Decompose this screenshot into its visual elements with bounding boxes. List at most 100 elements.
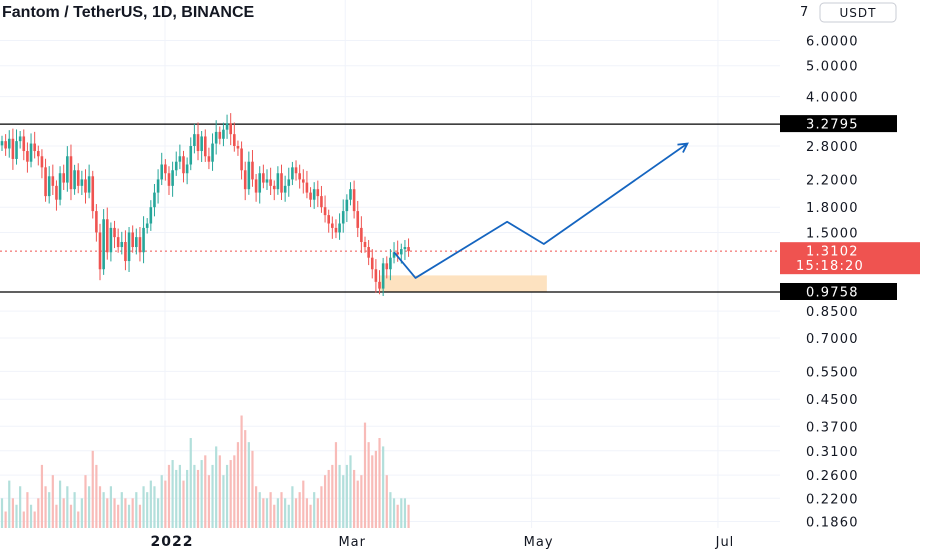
top-axis-value: 7 bbox=[800, 5, 809, 20]
candle-body bbox=[0, 141, 4, 146]
candle-body bbox=[55, 185, 58, 200]
volume-bar bbox=[48, 492, 51, 528]
candle-body bbox=[51, 176, 55, 186]
price-tick-label: 0.3100 bbox=[806, 445, 859, 460]
candle-body bbox=[116, 237, 120, 248]
candle-body bbox=[360, 227, 363, 242]
candle-body bbox=[396, 252, 399, 255]
volume-bar bbox=[73, 492, 76, 528]
price-tick-label: 0.2600 bbox=[806, 469, 859, 484]
volume-bar bbox=[120, 492, 123, 528]
candle-body bbox=[367, 247, 370, 258]
volume-bar bbox=[385, 475, 388, 528]
volume-bar bbox=[175, 469, 178, 528]
volume-bar bbox=[200, 460, 203, 528]
volume-bar bbox=[400, 498, 403, 528]
volume-bar bbox=[91, 450, 94, 528]
price-tick-label: 0.7000 bbox=[806, 332, 859, 347]
price-tick-label: 6.0000 bbox=[806, 34, 859, 49]
volume-bar bbox=[218, 455, 221, 528]
volume-bar bbox=[4, 511, 7, 528]
volume-bar bbox=[189, 438, 192, 528]
level-price-tag bbox=[780, 115, 897, 133]
volume-bar bbox=[33, 511, 36, 528]
volume-bar bbox=[240, 415, 243, 528]
candle-body bbox=[312, 189, 316, 200]
candle-body bbox=[363, 242, 367, 248]
volume-bar bbox=[58, 480, 62, 528]
candle-body bbox=[69, 156, 73, 190]
candle-body bbox=[240, 148, 243, 171]
volume-bar bbox=[124, 498, 127, 528]
candle-body bbox=[109, 227, 113, 253]
candle-body bbox=[95, 211, 98, 233]
candle-body bbox=[305, 182, 309, 193]
volume-bar bbox=[236, 442, 240, 528]
grid bbox=[0, 0, 780, 528]
volume-bar bbox=[204, 455, 207, 528]
volume-bar bbox=[69, 504, 73, 528]
candle-body bbox=[345, 199, 349, 212]
candle-body bbox=[131, 232, 134, 248]
candle-body bbox=[258, 173, 262, 193]
candle-body bbox=[102, 219, 105, 270]
level-price-tag-text: 0.9758 bbox=[806, 285, 859, 300]
price-tick-label: 2.8000 bbox=[806, 140, 859, 155]
candle-body bbox=[200, 136, 203, 152]
volume-bar bbox=[51, 475, 54, 528]
candle-body bbox=[105, 219, 109, 253]
volume-bar bbox=[26, 492, 29, 528]
volume-bar bbox=[77, 511, 80, 528]
candle-body bbox=[356, 211, 360, 228]
candle-body bbox=[218, 131, 222, 139]
volume-bar bbox=[11, 498, 14, 528]
volume-bar bbox=[156, 498, 160, 528]
volume-bar bbox=[113, 498, 116, 528]
volume-bar bbox=[378, 438, 381, 528]
volume-bar bbox=[396, 504, 399, 528]
candle-body bbox=[164, 164, 167, 174]
candle-body bbox=[178, 156, 182, 162]
candle-body bbox=[233, 134, 236, 146]
volume-bar bbox=[138, 504, 142, 528]
volume-bar bbox=[349, 455, 352, 528]
last-price-text: 1.3102 bbox=[806, 245, 859, 260]
demand-zone bbox=[378, 275, 547, 292]
candle-body bbox=[171, 170, 174, 186]
price-tick-label: 1.5000 bbox=[806, 226, 859, 241]
candle-body bbox=[262, 173, 265, 183]
candle-body bbox=[44, 167, 47, 197]
volume-bar bbox=[407, 504, 410, 528]
candle-body bbox=[98, 232, 102, 270]
candle-body bbox=[26, 151, 29, 162]
volume-bar bbox=[178, 464, 181, 528]
candle-body bbox=[291, 167, 294, 180]
candle-body bbox=[182, 156, 185, 174]
candle-body bbox=[149, 207, 153, 224]
candle-body bbox=[73, 170, 76, 190]
candle-body bbox=[407, 247, 410, 252]
demand-zone-layer bbox=[378, 275, 547, 292]
candle-body bbox=[189, 146, 193, 165]
volume-bar bbox=[0, 498, 4, 528]
volume-bar bbox=[374, 450, 377, 528]
candle-body bbox=[84, 179, 87, 193]
candle-body bbox=[174, 161, 178, 171]
candle-body bbox=[203, 136, 207, 157]
candle-body bbox=[29, 143, 33, 162]
price-tick-label: 1.8000 bbox=[806, 201, 859, 216]
candle-body bbox=[334, 227, 338, 233]
candle-body bbox=[254, 179, 258, 193]
candle-body bbox=[378, 281, 381, 289]
volume-bar bbox=[164, 480, 167, 528]
volume-bar bbox=[294, 498, 298, 528]
candle-body bbox=[403, 247, 407, 250]
candle-body bbox=[341, 211, 345, 224]
candle-body bbox=[207, 156, 211, 162]
currency-button[interactable]: USDT bbox=[819, 2, 897, 23]
volume-bar bbox=[353, 469, 356, 528]
price-tick-label: 0.8500 bbox=[806, 305, 859, 320]
volume-bar bbox=[327, 469, 330, 528]
